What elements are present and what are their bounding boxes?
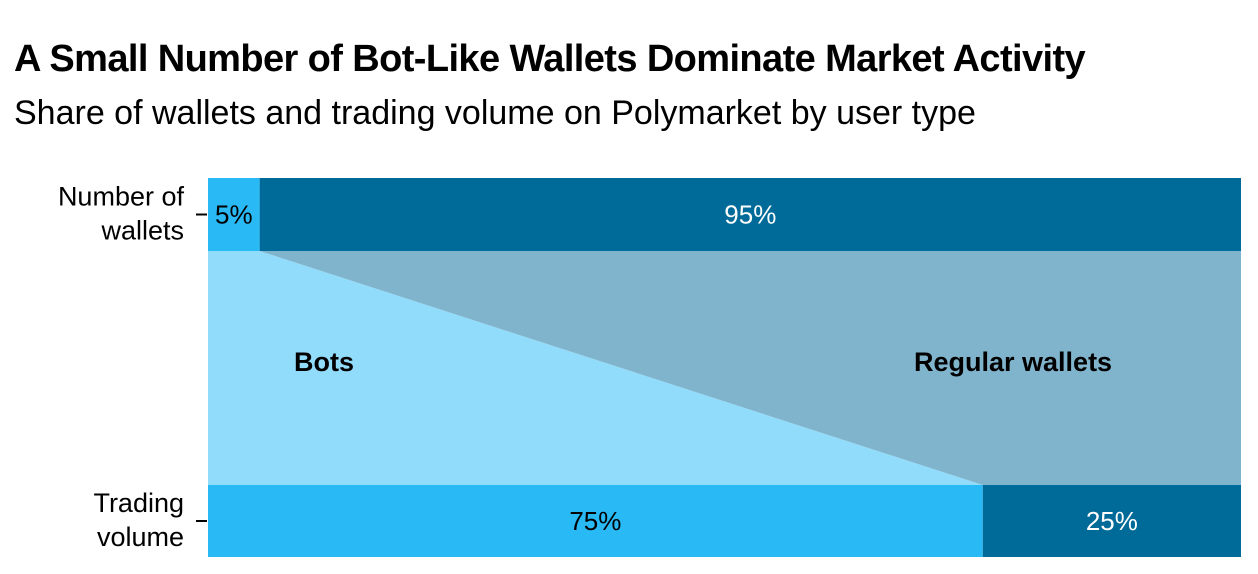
bar-number-of-wallets-regular-wallets	[259, 178, 1241, 251]
series-label-regular-wallets: Regular wallets	[914, 347, 1112, 377]
row-axis: Number of wallets Trading volume	[58, 182, 207, 552]
bar-trading-volume-bots	[208, 485, 983, 557]
row-label-trading-volume: Trading volume	[93, 488, 184, 552]
row-label-number-of-wallets: Number of wallets	[58, 182, 185, 246]
band-bots	[208, 251, 983, 485]
bar-number-of-wallets-bots	[208, 178, 260, 251]
connector-bands: Bots Regular wallets	[208, 251, 1241, 485]
chart-title: A Small Number of Bot-Like Wallets Domin…	[14, 38, 1086, 80]
value-label-number-of-wallets-bots: 5%	[215, 200, 253, 230]
value-label-number-of-wallets-regular-wallets: 95%	[724, 200, 776, 230]
value-label-trading-volume-bots: 75%	[569, 506, 621, 536]
band-regular-wallets	[259, 251, 1241, 485]
chart-subtitle: Share of wallets and trading volume on P…	[14, 94, 976, 132]
bar-trading-volume-regular-wallets	[982, 485, 1241, 557]
bars: 5% 95% 75% 25%	[208, 178, 1241, 557]
series-label-bots: Bots	[294, 347, 354, 377]
value-label-trading-volume-regular-wallets: 25%	[1086, 506, 1138, 536]
